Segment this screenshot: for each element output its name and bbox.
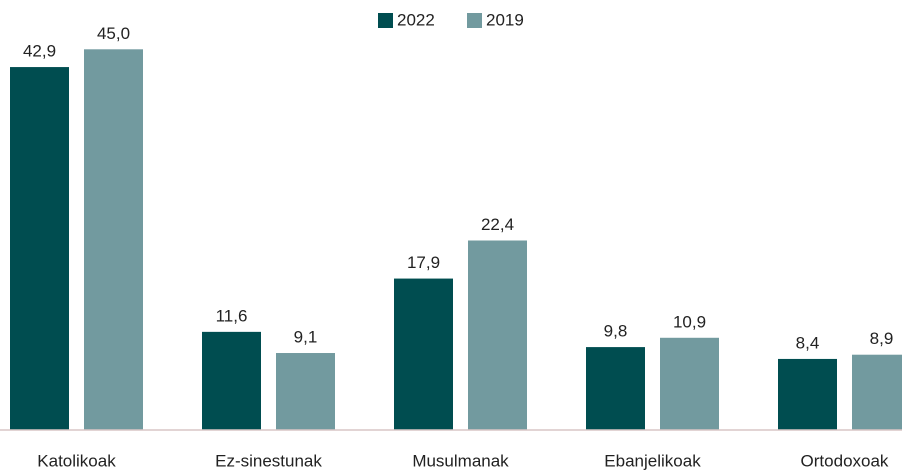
x-tick-label: Katolikoak — [37, 451, 116, 470]
bar — [660, 337, 719, 430]
legend-label: 2019 — [486, 10, 524, 29]
bar — [468, 240, 527, 430]
data-label: 8,4 — [796, 333, 820, 352]
bar — [84, 49, 143, 431]
legend-label: 2022 — [397, 10, 435, 29]
data-label: 22,4 — [481, 215, 514, 234]
bar — [394, 278, 453, 430]
bar — [778, 358, 837, 430]
data-label: 45,0 — [97, 24, 130, 43]
data-label: 42,9 — [23, 42, 56, 61]
data-label: 9,1 — [294, 327, 318, 346]
data-label: 9,8 — [604, 322, 628, 341]
data-label: 8,9 — [870, 329, 894, 348]
bar — [202, 331, 261, 430]
bar — [10, 67, 69, 430]
bar — [852, 354, 902, 430]
x-tick-label: Musulmanak — [412, 451, 509, 470]
x-tick-label: Ortodoxoak — [801, 451, 889, 470]
legend-swatch — [467, 13, 482, 28]
bar — [276, 353, 335, 430]
data-label: 17,9 — [407, 253, 440, 272]
legend-swatch — [378, 13, 393, 28]
x-tick-label: Ez-sinestunak — [215, 451, 322, 470]
bar — [586, 347, 645, 430]
x-tick-label: Ebanjelikoak — [604, 451, 701, 470]
data-label: 10,9 — [673, 312, 706, 331]
data-label: 11,6 — [216, 306, 248, 325]
